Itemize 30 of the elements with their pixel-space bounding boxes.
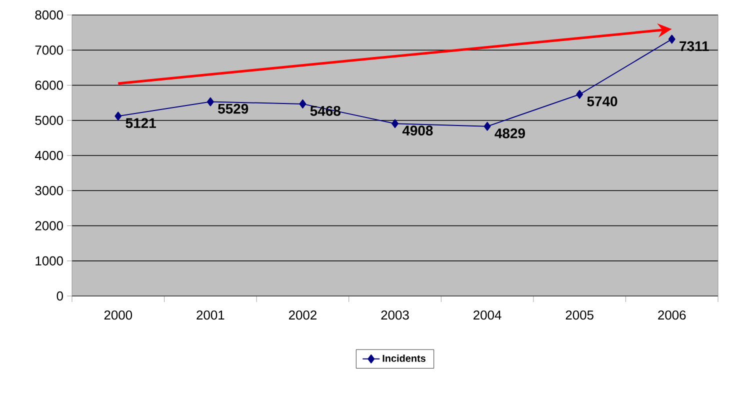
- x-tick-label: 2002: [288, 310, 316, 320]
- data-label: 5529: [218, 104, 248, 114]
- point: [299, 99, 306, 108]
- point: [576, 90, 584, 99]
- x-tick-label: 2000: [104, 310, 132, 320]
- point: [668, 34, 676, 44]
- y-tick-label: 3000: [35, 186, 63, 196]
- point: [114, 112, 122, 121]
- y-tick-label: 0: [56, 291, 63, 301]
- x-tick-label: 2003: [381, 310, 409, 320]
- y-tick-label: 5000: [35, 116, 63, 125]
- data-label: 5468: [310, 106, 340, 116]
- data-label: 5121: [126, 118, 156, 128]
- point: [484, 122, 491, 131]
- data-label: 4908: [402, 126, 433, 136]
- legend-label: Incidents: [382, 354, 426, 362]
- x-tick-label: 2004: [474, 310, 502, 320]
- data-label: 4829: [494, 128, 525, 138]
- y-tick-label: 7000: [35, 46, 63, 55]
- x-tick-label: 2001: [196, 310, 224, 320]
- y-tick-label: 8000: [35, 10, 63, 20]
- x-tick-label: 2006: [658, 310, 686, 320]
- point: [206, 97, 214, 106]
- x-tick-label: 2005: [566, 310, 594, 320]
- point: [392, 119, 398, 128]
- y-tick-label: 1000: [36, 256, 63, 266]
- y-tick-label: 4000: [34, 150, 63, 160]
- data-label: 5740: [587, 96, 618, 106]
- y-tick-label: 2000: [35, 221, 63, 230]
- y-tick-label: 6000: [35, 80, 63, 90]
